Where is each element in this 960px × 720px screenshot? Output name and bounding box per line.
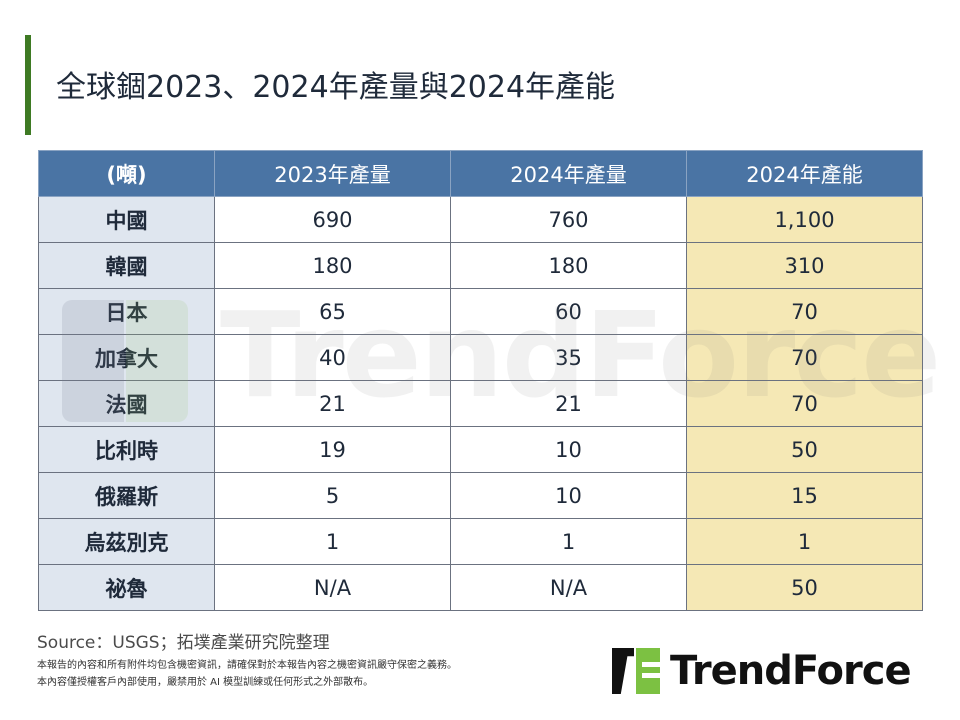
cell-prod-2024: N/A [450,564,687,611]
cell-prod-2024: 35 [450,334,687,381]
cell-prod-2023: 180 [214,242,451,289]
cell-prod-2024: 10 [450,426,687,473]
row-country: 韓國 [38,242,215,289]
cell-cap-2024: 70 [686,380,923,427]
table-row: 加拿大 40 35 70 [38,334,923,381]
column-header-cap-2024: 2024年產能 [686,150,923,197]
row-country: 中國 [38,196,215,243]
disclaimer-line-2: 本內容僅授權客戶內部使用，嚴禁用於 AI 模型訓練或任何形式之外部散布。 [37,677,374,688]
cell-cap-2024: 310 [686,242,923,289]
title-accent-bar [25,35,31,135]
row-country: 法國 [38,380,215,427]
trendforce-brand: TrendForce [612,648,912,694]
disclaimer-line-1: 本報告的內容和所有附件均包含機密資訊，請確保對於本報告內容之機密資訊嚴守保密之義… [37,660,457,671]
brand-name: TrendForce [670,648,912,694]
cell-cap-2024: 50 [686,564,923,611]
cell-prod-2023: 19 [214,426,451,473]
row-country: 祕魯 [38,564,215,611]
cell-prod-2023: 40 [214,334,451,381]
trendforce-logo-icon [612,648,660,694]
row-country: 俄羅斯 [38,472,215,519]
table-row: 日本 65 60 70 [38,288,923,335]
cell-prod-2024: 180 [450,242,687,289]
cell-cap-2024: 1 [686,518,923,565]
table-row: 比利時 19 10 50 [38,426,923,473]
row-country: 烏茲別克 [38,518,215,565]
cell-prod-2023: 690 [214,196,451,243]
cell-cap-2024: 15 [686,472,923,519]
cell-prod-2023: 5 [214,472,451,519]
source-note: Source：USGS；拓墣產業研究院整理 [37,633,330,653]
cell-prod-2024: 1 [450,518,687,565]
cell-cap-2024: 50 [686,426,923,473]
cell-cap-2024: 70 [686,334,923,381]
cell-prod-2024: 60 [450,288,687,335]
cell-prod-2023: 21 [214,380,451,427]
row-country: 比利時 [38,426,215,473]
table-row: 俄羅斯 5 10 15 [38,472,923,519]
data-table: (噸) 2023年產量 2024年產量 2024年產能 中國 690 760 1… [38,150,923,611]
cell-cap-2024: 70 [686,288,923,335]
table-row: 中國 690 760 1,100 [38,196,923,243]
table-row: 祕魯 N/A N/A 50 [38,564,923,611]
row-country: 日本 [38,288,215,335]
disclaimer: 本報告的內容和所有附件均包含機密資訊，請確保對於本報告內容之機密資訊嚴守保密之義… [37,657,457,691]
cell-prod-2024: 760 [450,196,687,243]
column-header-unit: (噸) [38,150,215,197]
column-header-prod-2024: 2024年產量 [450,150,687,197]
column-header-prod-2023: 2023年產量 [214,150,451,197]
row-country: 加拿大 [38,334,215,381]
table-row: 烏茲別克 1 1 1 [38,518,923,565]
cell-cap-2024: 1,100 [686,196,923,243]
cell-prod-2023: 1 [214,518,451,565]
cell-prod-2024: 21 [450,380,687,427]
page-title: 全球錮2023、2024年產量與2024年產能 [56,70,616,105]
cell-prod-2024: 10 [450,472,687,519]
cell-prod-2023: N/A [214,564,451,611]
table-row: 法國 21 21 70 [38,380,923,427]
cell-prod-2023: 65 [214,288,451,335]
table-header-row: (噸) 2023年產量 2024年產量 2024年產能 [38,150,923,197]
table-row: 韓國 180 180 310 [38,242,923,289]
